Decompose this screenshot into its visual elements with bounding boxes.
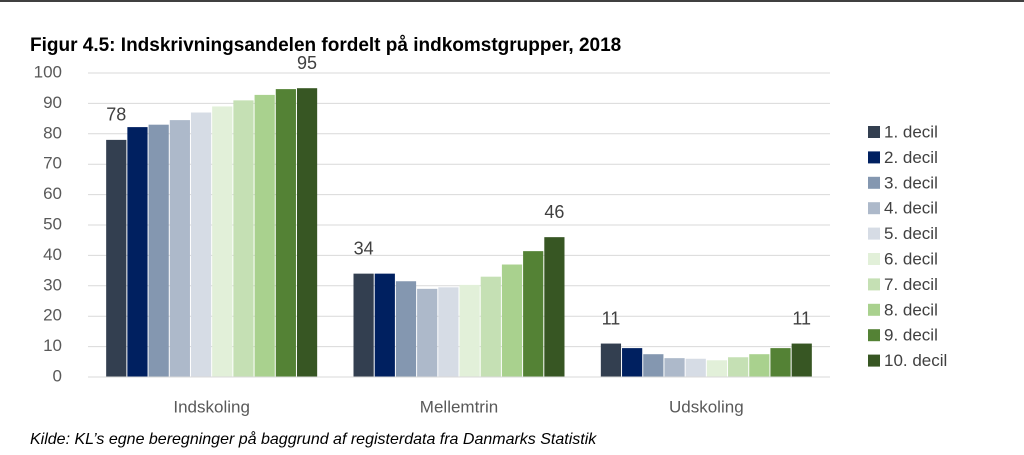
- bar: [664, 358, 685, 377]
- legend-label: 8. decil: [884, 300, 938, 319]
- data-label: 34: [354, 238, 374, 258]
- y-tick-label: 60: [43, 184, 62, 203]
- legend-label: 4. decil: [884, 199, 938, 218]
- bar: [374, 273, 395, 377]
- legend-swatch: [868, 253, 880, 265]
- bar: [770, 348, 791, 377]
- legend-label: 2. decil: [884, 148, 938, 167]
- y-tick-label: 90: [43, 93, 62, 112]
- y-tick-label: 0: [53, 366, 62, 385]
- legend-label: 3. decil: [884, 173, 938, 192]
- bar: [728, 357, 749, 377]
- bar: [791, 343, 812, 377]
- y-tick-label: 10: [43, 336, 62, 355]
- data-label: 11: [792, 308, 811, 328]
- bar: [417, 288, 438, 377]
- bar: [749, 354, 770, 377]
- legend-swatch: [868, 126, 880, 138]
- bar: [296, 88, 318, 377]
- bar: [127, 127, 148, 377]
- legend-label: 5. decil: [884, 224, 938, 243]
- data-label: 46: [544, 202, 564, 222]
- bar: [459, 284, 480, 377]
- bar: [212, 106, 233, 377]
- bar: [600, 343, 622, 377]
- chart-title: Figur 4.5: Indskrivningsandelen fordelt …: [30, 35, 621, 56]
- y-tick-label: 50: [43, 214, 62, 233]
- x-tick-label: Mellemtrin: [420, 397, 498, 416]
- legend-swatch: [868, 202, 880, 215]
- bar: [106, 139, 127, 377]
- bar: [395, 281, 417, 377]
- legend-label: 1. decil: [884, 122, 938, 141]
- legend-swatch: [868, 329, 880, 342]
- bar: [523, 251, 544, 377]
- legend-label: 6. decil: [884, 249, 938, 268]
- y-tick-label: 30: [43, 275, 62, 294]
- bar: [438, 287, 459, 377]
- data-label: 95: [297, 53, 317, 73]
- bar: [233, 100, 254, 378]
- bar: [544, 237, 565, 377]
- y-tick-label: 20: [43, 306, 62, 325]
- y-tick-label: 80: [43, 123, 62, 142]
- legend-label: 10. decil: [884, 351, 947, 370]
- legend-swatch: [868, 354, 880, 367]
- bar: [353, 273, 374, 377]
- legend-swatch: [868, 227, 880, 240]
- data-label: 78: [106, 105, 126, 125]
- y-tick-label: 100: [34, 62, 62, 81]
- bar: [622, 348, 643, 377]
- bar: [190, 112, 212, 378]
- bar: [643, 354, 664, 377]
- bar: [706, 360, 728, 377]
- bar: [480, 276, 501, 377]
- x-tick-label: Udskoling: [669, 397, 744, 416]
- legend-swatch: [868, 278, 880, 291]
- legend-label: 9. decil: [884, 326, 938, 345]
- legend-swatch: [868, 176, 880, 189]
- bar: [254, 94, 275, 377]
- bar: [148, 124, 169, 378]
- source-note: Kilde: KL’s egne beregninger på baggrund…: [30, 430, 597, 448]
- x-tick-label: Indskoling: [173, 397, 250, 416]
- data-label: 11: [602, 308, 621, 328]
- legend-swatch: [868, 151, 880, 164]
- legend-swatch: [868, 303, 880, 316]
- bar: [501, 264, 523, 377]
- bar: [685, 358, 706, 377]
- bar: [169, 120, 190, 378]
- y-tick-label: 40: [43, 245, 62, 264]
- bar: [275, 89, 296, 377]
- legend-label: 7. decil: [884, 275, 938, 294]
- y-tick-label: 70: [43, 154, 62, 173]
